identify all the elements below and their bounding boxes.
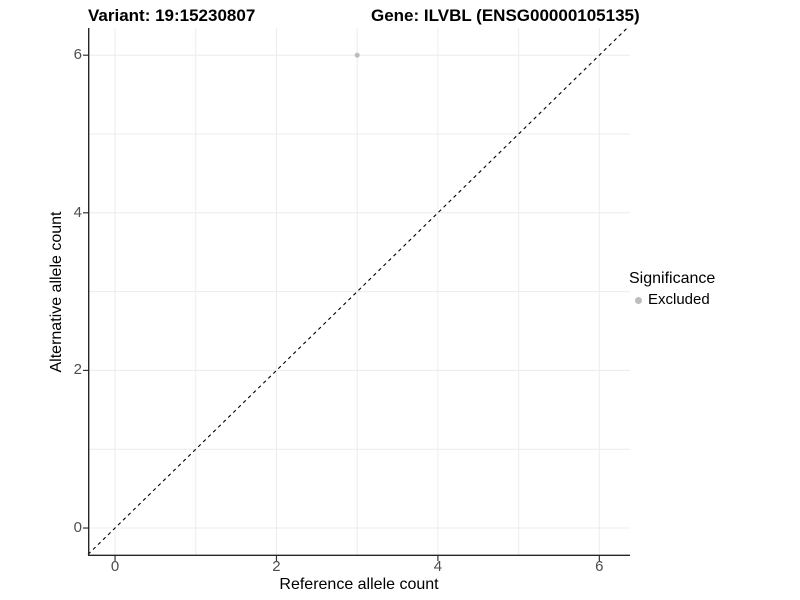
excluded-point-swatch-icon [635, 296, 642, 304]
x-tick-label: 2 [272, 558, 281, 575]
y-axis-title: Alternative allele count [48, 211, 65, 373]
x-tick-label: 4 [433, 558, 443, 575]
plot-panel: 0 2 4 6 0 2 4 6 [74, 27, 630, 575]
plot-title-variant: Variant: 19:15230807 [88, 6, 256, 25]
legend-title: Significance [629, 270, 716, 287]
data-point [354, 52, 360, 58]
x-tick-label: 0 [110, 558, 120, 575]
legend-item-excluded: Excluded [629, 291, 715, 309]
legend: Significance Excluded [629, 269, 715, 309]
x-tick-label: 6 [595, 558, 604, 575]
y-tick-label: 2 [73, 361, 82, 379]
x-axis-title: Reference allele count [279, 576, 439, 593]
plot-title-gene: Gene: ILVBL (ENSG00000105135) [371, 6, 640, 25]
y-tick-label: 0 [73, 519, 82, 537]
chart-area [83, 27, 630, 561]
y-tick-label: 6 [73, 46, 82, 64]
legend-item-label: Excluded [648, 291, 710, 308]
y-tick-label: 4 [73, 203, 82, 221]
